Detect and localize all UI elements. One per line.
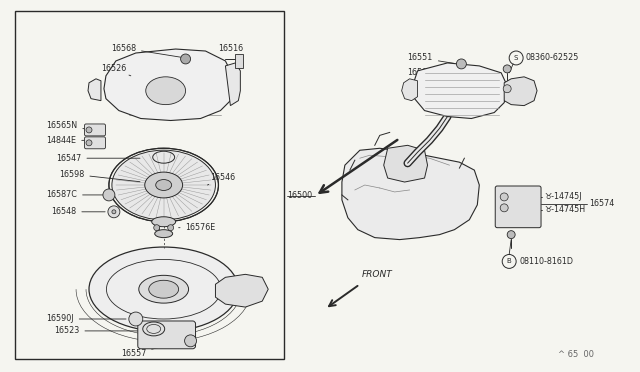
Circle shape xyxy=(503,85,511,93)
Text: 16500: 16500 xyxy=(408,68,433,81)
Ellipse shape xyxy=(148,280,179,298)
Circle shape xyxy=(180,54,191,64)
Text: 16590J: 16590J xyxy=(46,314,126,324)
Ellipse shape xyxy=(89,247,238,331)
FancyBboxPatch shape xyxy=(138,321,196,349)
Polygon shape xyxy=(225,63,241,106)
Polygon shape xyxy=(216,274,268,307)
FancyBboxPatch shape xyxy=(84,124,106,136)
Text: 08360-62525: 08360-62525 xyxy=(525,54,579,62)
Text: 16548: 16548 xyxy=(51,207,105,216)
Text: 16546: 16546 xyxy=(207,173,236,185)
Ellipse shape xyxy=(155,230,173,238)
Text: B: B xyxy=(507,259,511,264)
Ellipse shape xyxy=(112,150,216,220)
Circle shape xyxy=(86,140,92,146)
Text: 16587C: 16587C xyxy=(46,190,103,199)
Circle shape xyxy=(500,204,508,212)
Text: 16516: 16516 xyxy=(218,44,244,59)
FancyBboxPatch shape xyxy=(236,54,243,68)
Ellipse shape xyxy=(139,275,189,303)
Text: 16551: 16551 xyxy=(408,54,454,64)
Text: S: S xyxy=(514,55,518,61)
Text: ^ 65  00: ^ 65 00 xyxy=(558,350,594,359)
Ellipse shape xyxy=(145,172,182,198)
FancyBboxPatch shape xyxy=(495,186,541,228)
Polygon shape xyxy=(88,79,101,101)
Circle shape xyxy=(108,206,120,218)
Circle shape xyxy=(103,189,115,201)
Text: 14844E: 14844E xyxy=(46,136,86,145)
Circle shape xyxy=(112,210,116,214)
Polygon shape xyxy=(384,145,428,182)
Text: 16557: 16557 xyxy=(121,341,183,358)
Circle shape xyxy=(129,312,143,326)
Text: 16500: 16500 xyxy=(287,192,312,201)
Text: 16568: 16568 xyxy=(111,44,183,58)
Text: 16565N: 16565N xyxy=(46,121,86,130)
Ellipse shape xyxy=(156,180,172,190)
Circle shape xyxy=(456,59,467,69)
Circle shape xyxy=(507,231,515,238)
Circle shape xyxy=(154,225,160,231)
Text: 16547: 16547 xyxy=(56,154,140,163)
Text: ♉-14745H: ♉-14745H xyxy=(544,205,585,214)
Ellipse shape xyxy=(146,77,186,105)
Polygon shape xyxy=(504,77,537,106)
Polygon shape xyxy=(402,79,417,101)
Text: 16523: 16523 xyxy=(54,326,138,336)
Polygon shape xyxy=(104,49,236,121)
Circle shape xyxy=(500,193,508,201)
Circle shape xyxy=(168,225,173,231)
Text: 16576E: 16576E xyxy=(179,223,216,232)
Circle shape xyxy=(503,65,511,73)
Polygon shape xyxy=(413,63,507,119)
Polygon shape xyxy=(342,148,479,240)
FancyBboxPatch shape xyxy=(84,137,106,149)
Circle shape xyxy=(184,335,196,347)
Text: 16598: 16598 xyxy=(59,170,140,182)
Circle shape xyxy=(86,127,92,133)
Text: 16574: 16574 xyxy=(589,199,614,208)
Text: ♉-14745J: ♉-14745J xyxy=(544,192,582,201)
Text: 16526: 16526 xyxy=(101,64,131,76)
Ellipse shape xyxy=(152,217,175,227)
Text: 08110-8161D: 08110-8161D xyxy=(519,257,573,266)
Bar xyxy=(15,11,284,359)
Text: FRONT: FRONT xyxy=(362,270,392,279)
